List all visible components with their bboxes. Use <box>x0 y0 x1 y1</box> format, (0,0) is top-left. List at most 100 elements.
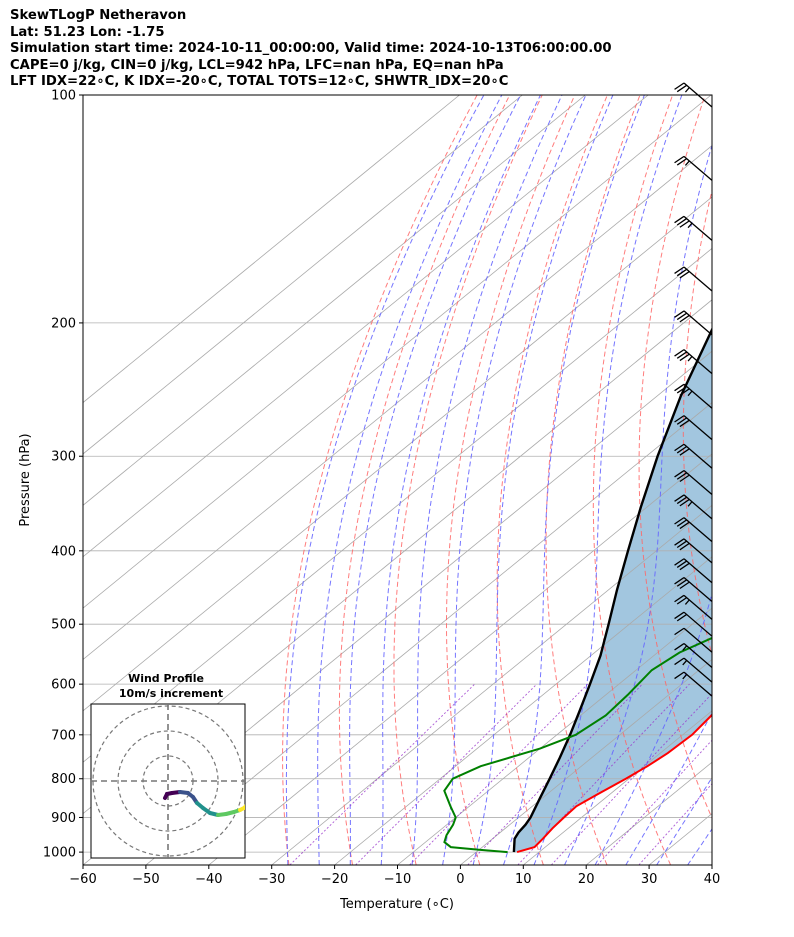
wind-barb-flag <box>674 538 685 546</box>
wind-barb-flag <box>674 558 685 566</box>
dry-adiabat <box>592 95 674 865</box>
wind-barb-staff <box>683 155 713 181</box>
moist-adiabat <box>719 95 794 865</box>
isotherm-line <box>83 95 523 455</box>
y-tick-label: 300 <box>51 450 76 465</box>
y-tick-label: 100 <box>51 89 76 104</box>
y-tick-label: 600 <box>51 678 76 693</box>
dry-adiabat <box>496 95 608 865</box>
wind-barb-flag <box>679 419 690 428</box>
wind-barb-flag <box>674 594 685 603</box>
wind-barb-flag <box>676 218 688 226</box>
isotherm-line <box>208 453 712 865</box>
wind-barb <box>674 383 713 409</box>
wind-barb-flag <box>674 82 685 90</box>
wind-barb-staff <box>683 643 713 669</box>
wind-barb-flag <box>674 671 685 680</box>
wind-barb-flag <box>674 657 685 666</box>
y-tick-label: 500 <box>51 618 76 633</box>
wind-barb-flag <box>674 383 685 392</box>
wind-barb <box>674 470 713 496</box>
wind-barb-staff <box>683 611 713 637</box>
wind-barb-half-flag <box>684 160 690 166</box>
wind-barb-flag <box>674 517 685 525</box>
x-tick-label: −30 <box>258 872 285 887</box>
location-line: Lat: 51.23 Lon: -1.75 <box>10 24 165 40</box>
inset-subtitle: 10m/s increment <box>119 687 223 700</box>
wind-barb-flag <box>674 470 685 478</box>
y-tick-label: 900 <box>51 811 76 826</box>
wind-barb-staff <box>683 627 713 653</box>
wind-barb <box>674 558 713 584</box>
x-tick-label: −40 <box>195 872 222 887</box>
wind-barb-flag <box>679 314 690 323</box>
wind-barb-flag <box>674 349 685 357</box>
moist-adiabat <box>533 95 683 865</box>
mixing-ratio-line <box>355 683 538 865</box>
wind-barb <box>674 349 713 375</box>
wind-barb-flag <box>679 542 690 551</box>
x-tick-label: 30 <box>641 872 658 887</box>
dry-adiabat <box>393 95 543 865</box>
wind-barb-flag <box>679 474 690 483</box>
wind-barb <box>674 155 713 181</box>
wind-barb-staff <box>683 494 713 520</box>
wind-barb <box>674 671 713 697</box>
moist-adiabat <box>503 95 645 865</box>
mixing-ratio-line <box>289 683 476 865</box>
wind-barb-flag <box>676 386 688 394</box>
x-tick-label: 20 <box>578 872 595 887</box>
dry-adiabat <box>282 95 478 865</box>
mixing-ratio-line <box>597 739 712 865</box>
wind-barb-staff <box>683 577 713 603</box>
wind-barb-half-flag <box>684 599 690 605</box>
wind-barb-staff <box>683 310 713 336</box>
isotherm-line <box>83 145 712 660</box>
wind-barb-flag <box>676 268 688 277</box>
wind-barb <box>674 517 713 543</box>
dewpoint-line <box>443 636 712 854</box>
mixing-ratio-line <box>409 683 589 865</box>
wind-barb-flag <box>676 496 688 505</box>
wind-barb <box>674 215 713 241</box>
wind-barb-flag <box>674 611 685 620</box>
wind-barb-half-flag <box>687 222 693 229</box>
wind-barb-flag <box>674 155 685 164</box>
wind-barb-flag <box>676 519 688 527</box>
wind-barb-staff <box>683 415 713 441</box>
isotherm-line <box>83 95 586 506</box>
wind-barb <box>674 538 713 564</box>
temperature-line <box>516 713 712 854</box>
wind-barb <box>674 310 713 336</box>
mixing-ratio-line <box>638 783 712 865</box>
y-tick-label: 800 <box>51 772 76 787</box>
wind-barb-flag <box>679 353 690 362</box>
wind-barb <box>674 577 713 603</box>
wind-barb-half-flag <box>682 645 688 651</box>
mixing-ratio-line <box>467 683 643 865</box>
wind-barb-half-flag <box>682 660 688 666</box>
wind-barb-flag <box>679 521 690 530</box>
isotherm-line <box>523 710 712 865</box>
wind-barb <box>674 657 713 683</box>
wind-barb-flag <box>674 577 685 585</box>
y-tick-label: 400 <box>51 544 76 559</box>
moist-adiabat <box>564 143 712 865</box>
wind-barb-half-flag <box>687 501 693 507</box>
wind-barb-staff <box>683 594 713 620</box>
wind-barb-staff <box>683 538 713 564</box>
isotherm-line <box>334 556 712 865</box>
x-tick-label: −50 <box>132 872 159 887</box>
x-tick-label: −10 <box>384 872 411 887</box>
wind-barb-flag <box>676 472 688 480</box>
wind-barb <box>674 611 713 637</box>
wind-barb-flag <box>676 445 688 454</box>
wind-barb-staff <box>683 349 713 375</box>
dry-adiabat <box>726 95 794 865</box>
wind-barb <box>674 494 713 520</box>
wind-barb-flag <box>676 540 688 549</box>
y-axis-label: Pressure (hPa) <box>18 433 33 526</box>
dry-adiabat <box>338 95 511 865</box>
wind-barb <box>674 266 713 292</box>
